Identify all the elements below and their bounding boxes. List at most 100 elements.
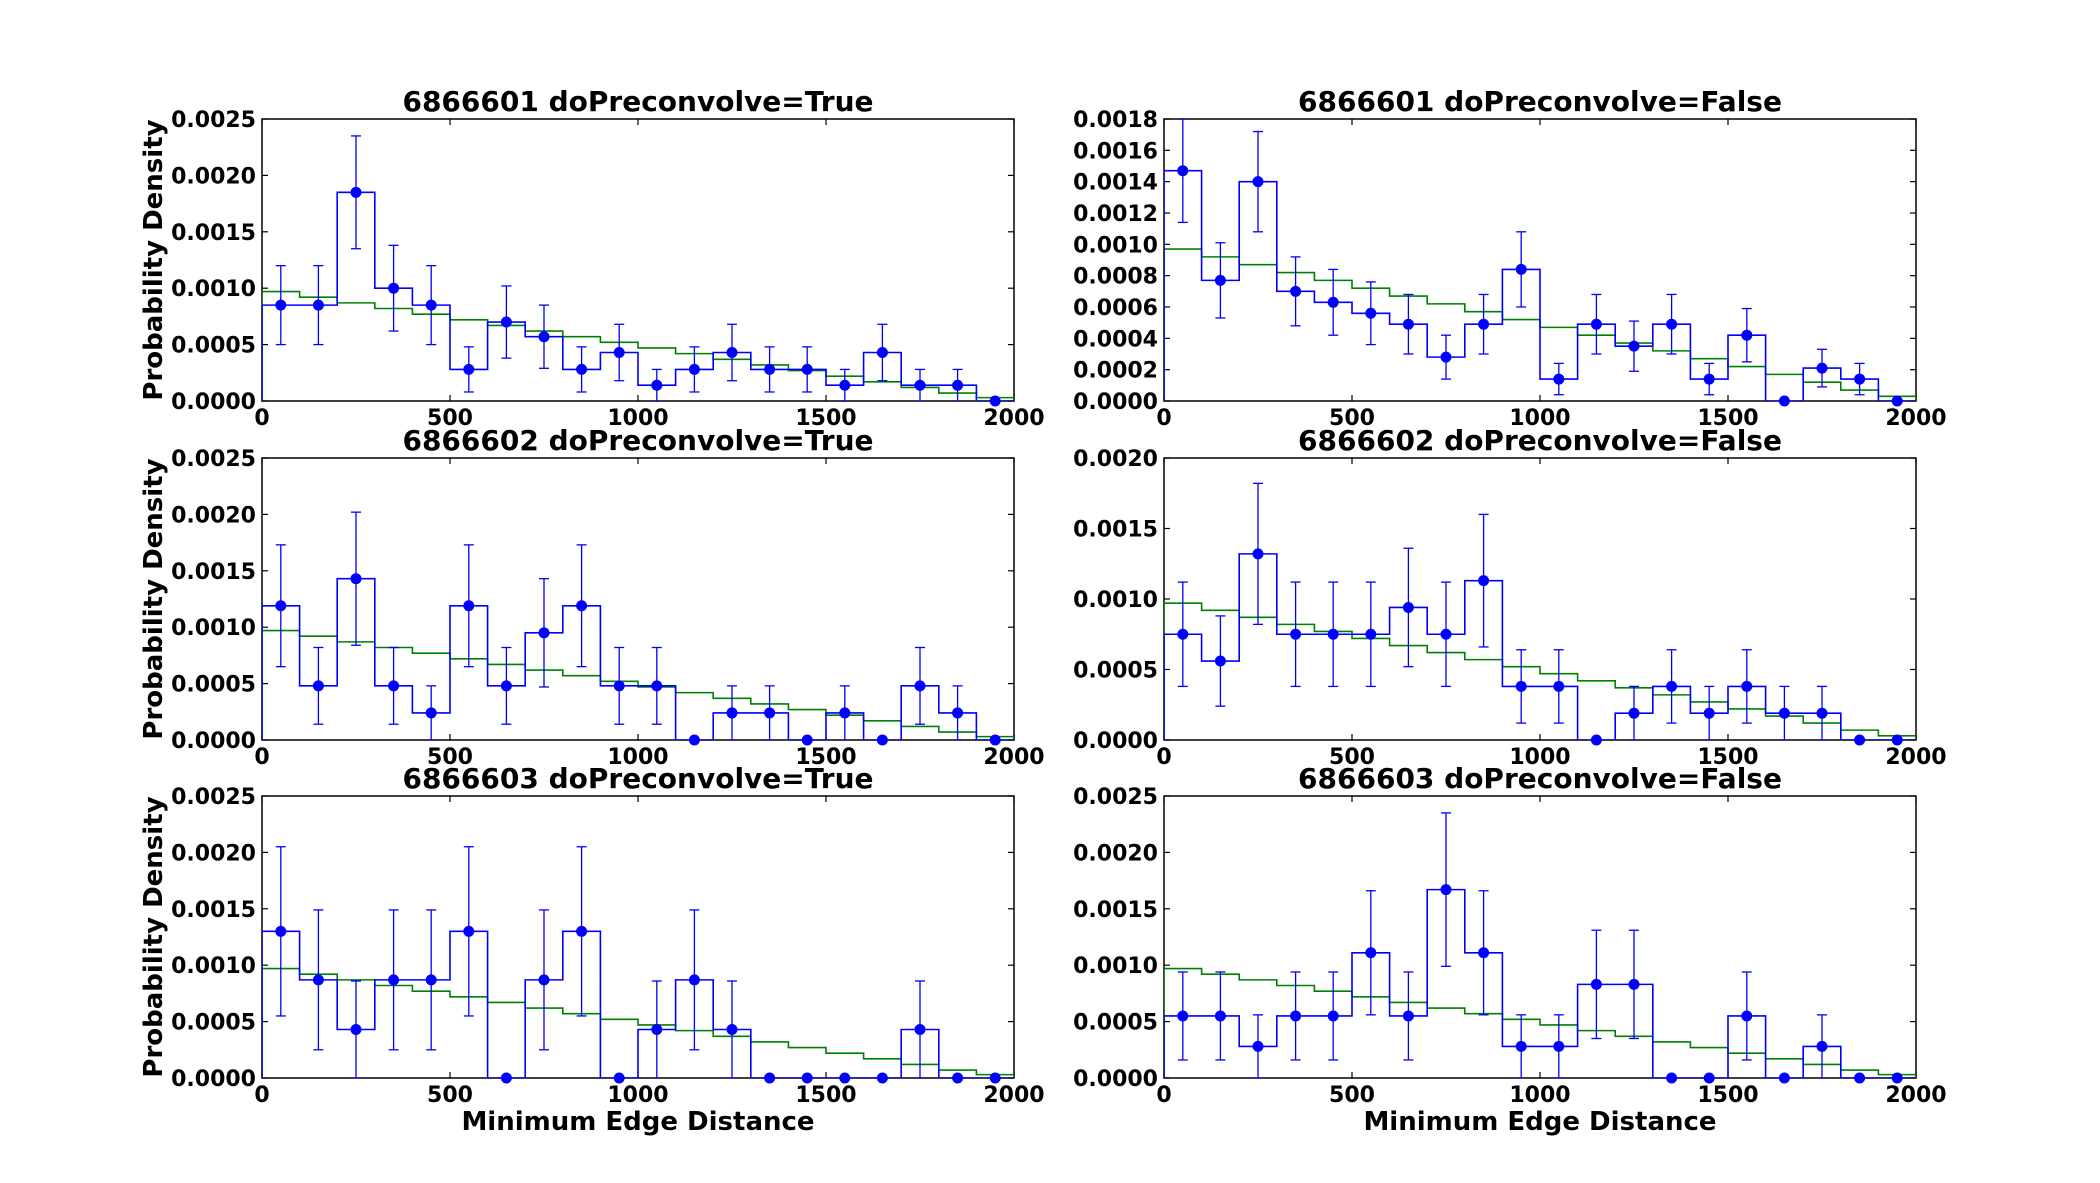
data-point xyxy=(1854,373,1866,385)
x-axis-label: Minimum Edge Distance xyxy=(461,1107,814,1137)
data-point xyxy=(576,600,588,612)
y-tick-label: 0.0000 xyxy=(1073,390,1158,415)
y-tick-label: 0.0004 xyxy=(1073,327,1158,352)
x-tick-label: 2000 xyxy=(1885,745,1946,770)
data-point xyxy=(425,299,437,311)
y-tick-label: 0.0000 xyxy=(171,1067,256,1092)
y-tick-label: 0.0015 xyxy=(1073,898,1158,923)
x-tick-label: 1500 xyxy=(1697,1083,1758,1108)
data-point xyxy=(1816,707,1828,719)
data-point xyxy=(914,1023,926,1035)
data-point xyxy=(1177,1010,1189,1022)
plot-area xyxy=(1164,119,1916,401)
data-point xyxy=(688,734,700,746)
data-point xyxy=(839,1072,851,1084)
x-tick-label: 2000 xyxy=(983,1083,1044,1108)
y-tick-label: 0.0005 xyxy=(171,673,256,698)
plot-area xyxy=(262,135,1014,401)
data-point xyxy=(1854,734,1866,746)
data-point xyxy=(989,1072,1001,1084)
y-tick-label: 0.0020 xyxy=(1073,447,1158,472)
x-tick-label: 500 xyxy=(1329,406,1375,431)
data-point xyxy=(1854,1072,1866,1084)
data-point xyxy=(801,1072,813,1084)
data-point xyxy=(1365,947,1377,959)
data-point xyxy=(463,363,475,375)
data-point xyxy=(989,734,1001,746)
y-tick-label: 0.0025 xyxy=(171,108,256,133)
data-point xyxy=(764,707,776,719)
subplot-4: 0.0000 0.0005 0.0010 0.0015 0.0020 0 500 1000 15… xyxy=(1073,424,1947,770)
y-tick-label: 0.0002 xyxy=(1073,359,1158,384)
data-point xyxy=(801,363,813,375)
subplot-5: 0.0000 0.0005 0.0010 0.0015 0.0020 0.0025 0 500… xyxy=(139,762,1045,1137)
data-point xyxy=(576,925,588,937)
data-point xyxy=(1290,1010,1302,1022)
data-point xyxy=(1252,548,1264,560)
chart-title: 6866602 doPreconvolve=False xyxy=(1298,424,1782,457)
data-point xyxy=(1590,318,1602,330)
data-point xyxy=(1365,628,1377,640)
data-point xyxy=(500,1072,512,1084)
y-tick-label: 0.0005 xyxy=(1073,659,1158,684)
data-point xyxy=(275,925,287,937)
data-point xyxy=(1816,1040,1828,1052)
data-point xyxy=(538,974,550,986)
data-point xyxy=(839,379,851,391)
data-point xyxy=(388,974,400,986)
data-point xyxy=(876,734,888,746)
y-tick-label: 0.0020 xyxy=(171,164,256,189)
x-tick-label: 2000 xyxy=(1885,406,1946,431)
y-axis-label: Probability Density xyxy=(139,796,169,1077)
x-tick-label: 0 xyxy=(1156,406,1171,431)
data-point xyxy=(425,707,437,719)
x-tick-label: 1500 xyxy=(795,1083,856,1108)
data-point xyxy=(1440,351,1452,363)
observed-histogram-line xyxy=(262,930,1014,1078)
data-point xyxy=(613,1072,625,1084)
data-point xyxy=(312,299,324,311)
chart-title: 6866601 doPreconvolve=False xyxy=(1298,85,1782,118)
x-tick-label: 1000 xyxy=(607,406,668,431)
data-point xyxy=(1590,734,1602,746)
y-tick-label: 0.0015 xyxy=(1073,518,1158,543)
y-tick-label: 0.0010 xyxy=(1073,588,1158,613)
data-point xyxy=(1290,285,1302,297)
data-point xyxy=(576,363,588,375)
data-point xyxy=(952,707,964,719)
plot-area xyxy=(1164,812,1916,1078)
data-point xyxy=(1478,947,1490,959)
chart-title: 6866602 doPreconvolve=True xyxy=(402,424,873,457)
data-point xyxy=(1628,340,1640,352)
plot-area xyxy=(262,846,1014,1078)
data-point xyxy=(1177,165,1189,177)
x-tick-label: 1000 xyxy=(607,1083,668,1108)
data-point xyxy=(651,680,663,692)
y-tick-label: 0.0000 xyxy=(171,729,256,754)
observed-histogram-line xyxy=(1164,888,1916,1078)
data-point xyxy=(914,379,926,391)
data-point xyxy=(1327,296,1339,308)
data-point xyxy=(275,299,287,311)
data-point xyxy=(1402,601,1414,613)
data-point xyxy=(1891,1072,1903,1084)
data-point xyxy=(613,346,625,358)
data-point xyxy=(1703,373,1715,385)
data-point xyxy=(688,363,700,375)
x-tick-label: 1500 xyxy=(1697,406,1758,431)
y-tick-label: 0.0010 xyxy=(171,954,256,979)
data-point xyxy=(1327,628,1339,640)
data-point xyxy=(1741,329,1753,341)
data-point xyxy=(952,1072,964,1084)
data-point xyxy=(1553,680,1565,692)
data-point xyxy=(1515,263,1527,275)
data-point xyxy=(1891,734,1903,746)
x-tick-label: 500 xyxy=(427,406,473,431)
data-point xyxy=(1515,1040,1527,1052)
data-point xyxy=(1365,307,1377,319)
data-point xyxy=(651,379,663,391)
observed-histogram-line xyxy=(262,577,1014,740)
data-point xyxy=(1290,628,1302,640)
data-point xyxy=(1741,680,1753,692)
data-point xyxy=(1440,628,1452,640)
